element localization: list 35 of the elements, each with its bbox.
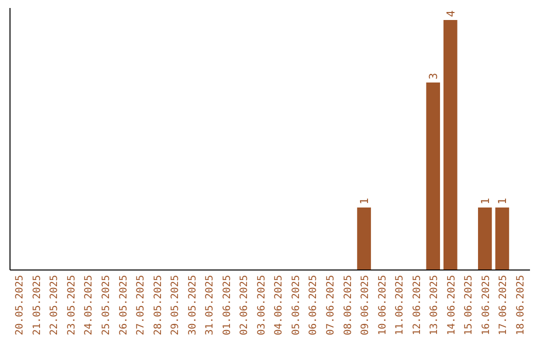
x-tick-label: 05.06.2025 — [290, 275, 302, 336]
data-label: 1 — [496, 198, 510, 204]
x-tick-label: 14.06.2025 — [446, 275, 458, 336]
x-tick-label: 04.06.2025 — [274, 275, 285, 336]
x-tick-label: 21.05.2025 — [32, 275, 43, 336]
x-tick-label: 30.05.2025 — [187, 275, 198, 336]
data-label: 1 — [358, 198, 372, 204]
x-tick-label: 01.06.2025 — [222, 275, 233, 336]
x-tick-label: 07.06.2025 — [325, 275, 336, 336]
x-tick-label: 08.06.2025 — [342, 275, 354, 336]
x-tick-label: 12.06.2025 — [412, 275, 423, 336]
data-label: 3 — [427, 72, 440, 80]
x-tick-label: 25.05.2025 — [100, 275, 112, 336]
x-tick-label: 17.06.2025 — [498, 275, 510, 336]
x-tick-label: 22.05.2025 — [49, 275, 60, 336]
x-tick-label: 29.05.2025 — [170, 275, 182, 336]
data-label: 1 — [478, 198, 492, 204]
x-tick-label: 10.06.2025 — [377, 275, 388, 336]
x-tick-label: 11.06.2025 — [394, 275, 406, 336]
data-label: 4 — [444, 10, 458, 17]
x-tick-label: 03.06.2025 — [256, 275, 268, 336]
x-tick-label: 09.06.2025 — [360, 275, 372, 336]
x-tick-label: 26.05.2025 — [118, 275, 130, 336]
x-tick-label: 24.05.2025 — [84, 275, 95, 336]
x-tick-label: 06.06.2025 — [308, 275, 320, 336]
x-tick-label: 15.06.2025 — [464, 275, 475, 336]
x-tick-label: 02.06.2025 — [239, 275, 250, 336]
x-tick-label: 18.06.2025 — [515, 275, 526, 336]
x-tick-label: 20.05.2025 — [14, 275, 26, 336]
x-tick-label: 28.05.2025 — [152, 275, 164, 336]
x-tick-label: 23.05.2025 — [66, 275, 78, 336]
x-tick-label: 31.05.2025 — [204, 275, 216, 336]
x-tick-label: 27.05.2025 — [136, 275, 147, 336]
x-tick-label: 13.06.2025 — [429, 275, 440, 336]
x-tick-label: 16.06.2025 — [480, 275, 492, 336]
